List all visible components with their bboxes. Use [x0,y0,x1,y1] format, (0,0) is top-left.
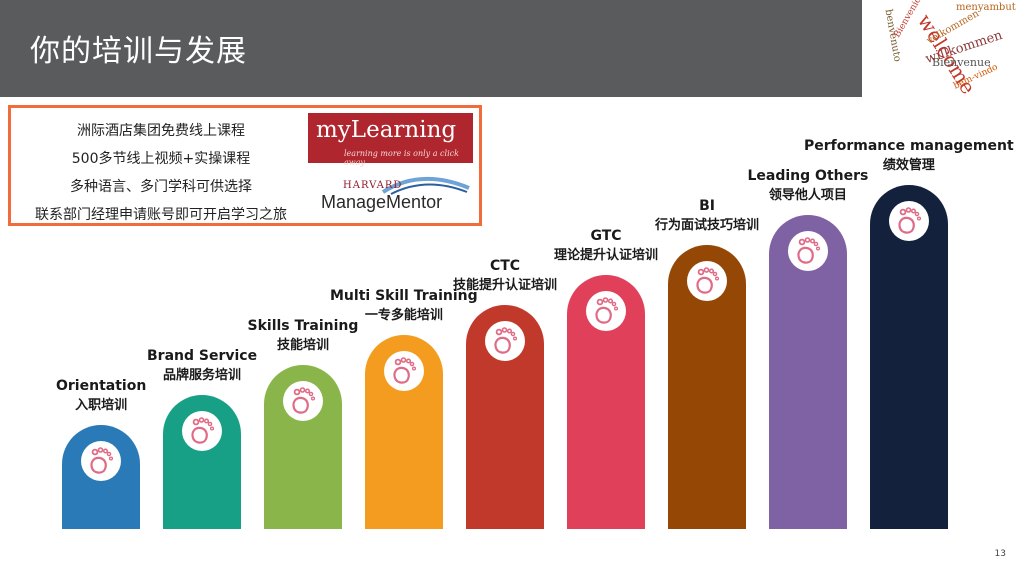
step-name-en: Leading Others [747,168,869,184]
training-step-bar [62,425,140,529]
step-name-cn: 行为面试技巧培训 [655,218,760,233]
training-step-label: GTC 理论提升认证培训 [554,227,658,265]
harvard-label: HARVARD [343,180,403,191]
training-step-label: Performance management 绩效管理 [804,137,1014,175]
step-name-en: CTC [489,258,521,274]
training-step-bar [769,215,847,529]
promo-line: 500多节线上视频+实操课程 [71,151,251,167]
mylearning-name: myLearning [316,117,457,143]
training-step-label: Multi Skill Training 一专多能培训 [330,287,478,325]
step-name-en: Orientation [56,378,147,394]
step-name-cn: 技能培训 [276,338,329,353]
harvard-managementor-logo: HARVARD ManageMentor [321,174,471,218]
step-name-en: Multi Skill Training [330,288,478,304]
step-name-cn: 绩效管理 [882,158,935,173]
training-step-label: Brand Service 品牌服务培训 [147,347,257,385]
training-step-bar [466,305,544,529]
swoosh-icon [381,177,470,195]
step-name-en: Performance management [804,138,1014,154]
training-step-bar [264,365,342,529]
step-name-cn: 入职培训 [75,398,128,413]
slide-title: 你的培训与发展 [30,34,247,69]
footprint-icon [787,230,829,272]
promo-line: 多种语言、多门学科可供选择 [70,179,252,195]
footprint-icon [282,380,324,422]
training-step-label: Skills Training 技能培训 [248,317,359,355]
training-step-bar [567,275,645,529]
promo-line: 洲际酒店集团免费线上课程 [77,123,245,139]
training-step-label: CTC 技能提升认证培训 [453,257,557,295]
footprint-icon [888,200,930,242]
managementor-label: ManageMentor [321,192,443,212]
welcome-word: Bienvenue [932,56,991,69]
footprint-icon [181,410,223,452]
training-step-label: Orientation 入职培训 [56,377,146,415]
mylearning-logo: myLearning learning more is only a click… [308,113,473,167]
step-name-en: BI [699,198,715,214]
mylearning-tagline: learning more is only a click away [344,149,459,167]
step-name-cn: 领导他人项目 [768,188,847,203]
footprint-icon [585,290,627,332]
training-step-bar [870,185,948,529]
step-name-cn: 技能提升认证培训 [453,278,558,293]
step-name-en: Skills Training [247,318,359,334]
page-number: 13 [994,549,1006,559]
step-name-cn: 理论提升认证培训 [554,248,659,263]
step-name-cn: 品牌服务培训 [163,368,242,383]
training-step-label: BI 行为面试技巧培训 [655,197,759,235]
training-step-bar [365,335,443,529]
step-name-cn: 一专多能培训 [364,308,443,323]
footprint-icon [686,260,728,302]
training-step-bar [163,395,241,529]
mylearning-promo-box: 洲际酒店集团免费线上课程 500多节线上视频+实操课程 多种语言、多门学科可供选… [8,105,482,226]
footprint-icon [383,350,425,392]
step-name-en: Brand Service [147,348,258,364]
title-bar: 你的培训与发展 [0,0,862,97]
promo-line: 联系部门经理申请账号即可开启学习之旅 [35,207,287,223]
step-name-en: GTC [590,228,622,244]
training-step-bar [668,245,746,529]
footprint-icon [484,320,526,362]
welcome-word: menyambut [956,2,1016,13]
welcome-word-cloud: welcome Bienvenue willkommen velkommen m… [864,0,1024,105]
training-step-label: Leading Others 领导他人项目 [748,167,869,205]
footprint-icon [80,440,122,482]
